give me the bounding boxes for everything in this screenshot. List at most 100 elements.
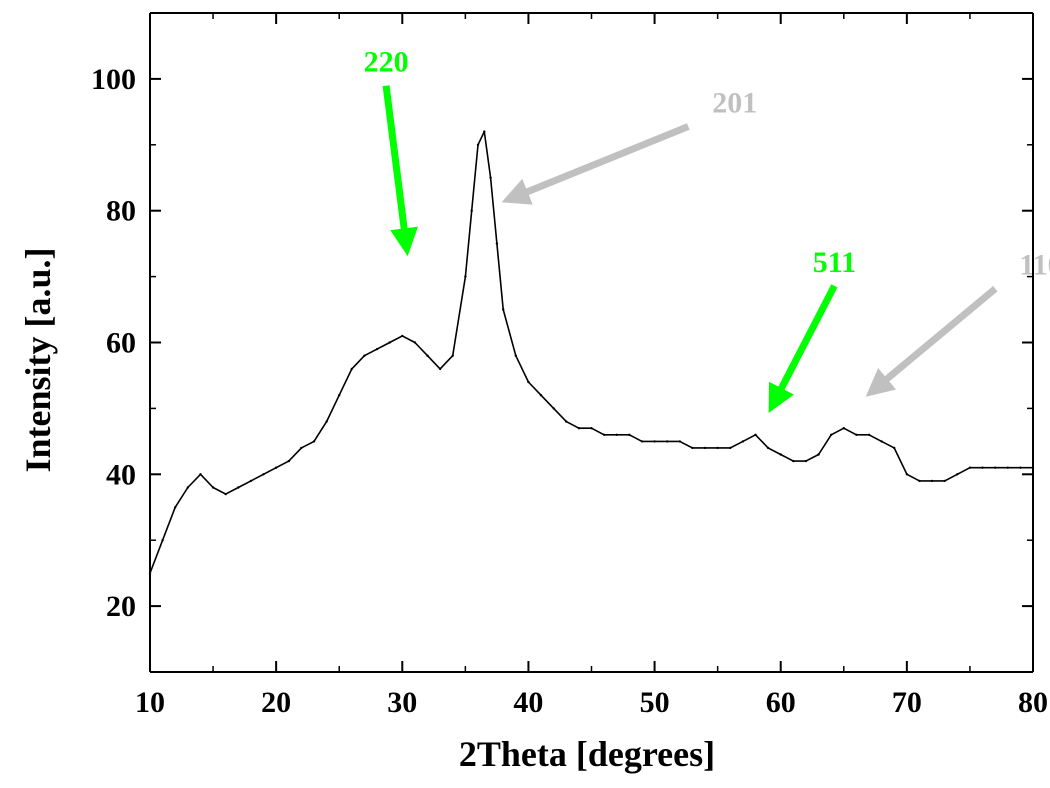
peak-arrow	[865, 285, 998, 397]
data-point	[199, 473, 202, 476]
data-point	[956, 473, 959, 476]
data-point	[716, 446, 719, 450]
peak-label: 511	[813, 246, 856, 279]
data-point	[930, 479, 934, 483]
data-point	[691, 446, 694, 450]
data-point	[565, 420, 568, 423]
data-point	[779, 453, 782, 456]
data-point	[350, 367, 353, 371]
data-point	[325, 420, 328, 423]
data-point	[1019, 466, 1022, 469]
data-point	[249, 479, 253, 483]
data-point	[703, 446, 707, 450]
data-point	[893, 446, 896, 450]
data-point	[552, 407, 555, 410]
y-axis-title: Intensity [a.u.]	[18, 247, 58, 472]
data-point	[905, 473, 909, 476]
annotation-layer: 220 201 511 110	[364, 46, 1050, 414]
peak-label: 220	[364, 46, 409, 79]
data-point	[867, 433, 871, 436]
x-tick-label: 70	[892, 686, 922, 719]
data-point	[830, 433, 833, 436]
data-point	[375, 347, 379, 351]
data-point	[483, 130, 486, 133]
data-point	[766, 446, 770, 450]
data-point	[640, 440, 644, 443]
data-point	[287, 459, 290, 463]
data-point	[855, 433, 858, 436]
data-point	[451, 354, 454, 357]
y-tick-label: 80	[106, 195, 136, 228]
data-point	[792, 459, 795, 463]
peak-arrow	[382, 85, 419, 257]
data-point	[502, 308, 505, 311]
data-point	[817, 453, 820, 456]
data-point	[741, 440, 745, 443]
data-point	[514, 354, 517, 357]
data-point	[804, 459, 808, 463]
data-point	[981, 466, 984, 469]
data-point	[388, 341, 391, 344]
data-point	[470, 209, 473, 212]
data-point	[943, 479, 946, 483]
x-tick-label: 20	[261, 686, 291, 719]
x-tick-label: 10	[135, 686, 165, 719]
data-point	[590, 427, 593, 430]
x-tick-label: 60	[766, 686, 796, 719]
data-point	[615, 433, 618, 436]
data-point	[842, 427, 845, 430]
peak-label: 201	[712, 87, 757, 120]
peak-arrow	[768, 284, 838, 414]
data-point	[539, 394, 543, 397]
data-point	[754, 433, 757, 436]
data-point	[186, 486, 189, 489]
data-point	[338, 394, 341, 397]
data-point	[211, 486, 215, 489]
data-layer	[148, 130, 1035, 575]
x-tick-label: 50	[640, 686, 670, 719]
data-point	[968, 466, 972, 469]
data-point	[729, 446, 732, 450]
data-point	[602, 433, 606, 436]
data-point	[918, 479, 921, 483]
data-point	[401, 334, 404, 338]
x-tick-label: 40	[513, 686, 543, 719]
peak-label: 110	[1019, 249, 1050, 282]
data-point	[489, 176, 492, 179]
data-point	[495, 242, 499, 245]
data-point	[363, 354, 366, 357]
data-point	[678, 440, 681, 443]
data-point	[300, 446, 303, 450]
data-point	[880, 440, 883, 443]
x-tick-label: 30	[387, 686, 417, 719]
data-point	[1006, 466, 1009, 469]
data-point	[426, 354, 429, 357]
y-tick-label: 40	[106, 458, 136, 491]
data-point	[413, 341, 417, 344]
data-point	[237, 486, 240, 489]
data-point	[577, 427, 581, 430]
data-point	[438, 367, 442, 371]
data-point	[161, 539, 164, 542]
data-point	[262, 473, 265, 476]
peak-arrow	[501, 123, 690, 205]
data-point	[527, 380, 530, 384]
data-point	[312, 440, 316, 443]
data-point	[174, 506, 177, 509]
y-tick-label: 20	[106, 590, 136, 623]
data-point	[274, 466, 278, 469]
data-point	[628, 433, 631, 436]
data-point	[994, 466, 997, 469]
data-point	[224, 492, 227, 496]
x-tick-label: 80	[1018, 686, 1048, 719]
data-point	[666, 440, 669, 443]
data-point	[464, 275, 467, 278]
data-point	[653, 440, 656, 443]
y-tick-label: 100	[91, 63, 136, 96]
series-line-0	[149, 130, 1033, 574]
axes-layer: 10 20 30 40 50 60 70 80 20 40 60 80 100	[91, 12, 1048, 719]
y-tick-label: 60	[106, 327, 136, 360]
x-axis-title: 2Theta [degrees]	[459, 734, 715, 774]
